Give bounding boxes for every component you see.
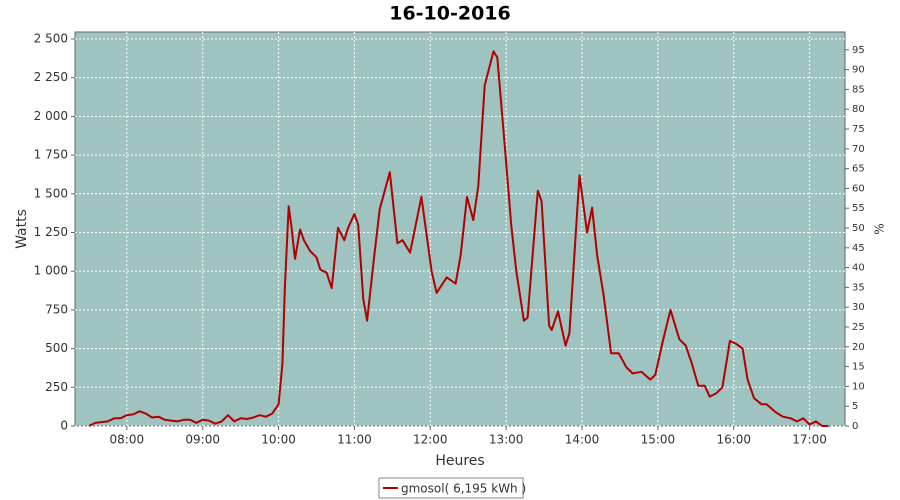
y2-tick-label: 35 xyxy=(852,282,865,293)
x-tick-label: 13:00 xyxy=(489,433,524,447)
y-tick-label: 2 500 xyxy=(34,31,68,45)
y-tick-label: 750 xyxy=(45,302,68,316)
y-axis-label: Watts xyxy=(14,209,30,249)
x-tick-label: 10:00 xyxy=(261,433,296,447)
x-tick-label: 09:00 xyxy=(185,433,220,447)
y2-tick-label: 65 xyxy=(852,164,865,175)
y2-tick-label: 55 xyxy=(852,203,865,214)
y2-tick-label: 5 xyxy=(852,401,858,412)
y-tick-label: 1 250 xyxy=(34,225,68,239)
y2-tick-label: 45 xyxy=(852,243,865,254)
y2-tick-label: 25 xyxy=(852,322,865,333)
x-tick-label: 17:00 xyxy=(792,433,827,447)
x-axis-label: Heures xyxy=(435,453,484,469)
x-tick-label: 11:00 xyxy=(337,433,372,447)
y-tick-label: 1 000 xyxy=(34,264,68,278)
x-tick-label: 14:00 xyxy=(565,433,600,447)
y2-tick-label: 70 xyxy=(852,144,865,155)
y2-tick-label: 40 xyxy=(852,263,865,274)
x-tick-label: 15:00 xyxy=(641,433,676,447)
legend-label: gmosol( 6,195 kWh ) xyxy=(401,482,526,496)
y2-tick-label: 90 xyxy=(852,65,865,76)
y2-tick-label: 30 xyxy=(852,302,865,313)
y2-tick-label: 15 xyxy=(852,362,865,373)
y2-tick-label: 75 xyxy=(852,124,865,135)
x-tick-label: 16:00 xyxy=(716,433,751,447)
y-tick-label: 250 xyxy=(45,380,68,394)
y-tick-label: 500 xyxy=(45,341,68,355)
line-series xyxy=(88,50,829,427)
y2-axis-label: % xyxy=(873,223,887,234)
y2-tick-label: 85 xyxy=(852,84,865,95)
y-tick-label: 1 750 xyxy=(34,148,68,162)
y2-tick-label: 0 xyxy=(852,421,858,432)
y-tick-label: 2 250 xyxy=(34,70,68,84)
legend-box xyxy=(378,477,524,499)
y2-tick-label: 10 xyxy=(852,381,865,392)
x-tick-label: 12:00 xyxy=(413,433,448,447)
plot-area xyxy=(74,31,846,427)
y2-tick-label: 60 xyxy=(852,183,865,194)
chart-title: 16-10-2016 xyxy=(389,3,511,25)
y2-tick-label: 95 xyxy=(852,45,865,56)
y-tick-label: 1 500 xyxy=(34,186,68,200)
y-tick-label: 2 000 xyxy=(34,109,68,123)
y-tick-label: 0 xyxy=(60,419,68,433)
y2-tick-label: 80 xyxy=(852,104,865,115)
x-tick-label: 08:00 xyxy=(110,433,145,447)
y2-tick-label: 20 xyxy=(852,342,865,353)
y2-tick-label: 50 xyxy=(852,223,865,234)
